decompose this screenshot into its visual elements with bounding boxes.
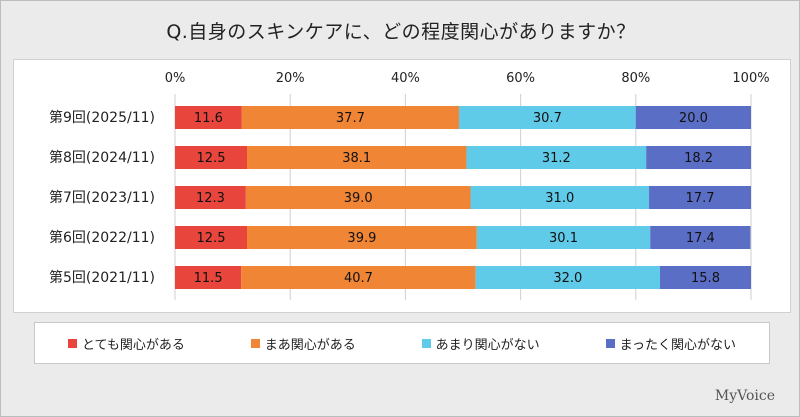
- legend-swatch: [605, 338, 615, 348]
- chart-title: Q.自身のスキンケアに、どの程度関心がありますか？: [166, 21, 636, 43]
- legend-item-somewhat-interested: まあ関心がある: [250, 334, 356, 353]
- data-label: 30.7: [533, 111, 562, 126]
- data-label: 12.3: [196, 191, 225, 206]
- legend-swatch: [421, 338, 431, 348]
- x-tick-label: 80%: [621, 71, 650, 86]
- legend-label: とても関心がある: [81, 337, 185, 353]
- bar-segment: [247, 146, 467, 169]
- x-tick-label: 60%: [506, 71, 535, 86]
- x-tick-label: 40%: [391, 71, 420, 86]
- bar-segment: [649, 186, 751, 209]
- data-label: 31.0: [545, 191, 574, 206]
- data-label: 11.5: [194, 271, 223, 286]
- bar-segment: [175, 226, 247, 249]
- x-tick-label: 100%: [732, 71, 769, 86]
- data-label: 40.7: [344, 271, 373, 286]
- legend-label: まあ関心がある: [264, 337, 356, 353]
- x-tick-label: 20%: [276, 71, 305, 86]
- data-label: 17.7: [686, 191, 715, 206]
- legend-label: まったく関心がない: [619, 337, 737, 353]
- data-label: 31.2: [542, 151, 571, 166]
- bar-segment: [476, 226, 651, 249]
- data-label: 17.4: [686, 231, 715, 246]
- bar-segment: [175, 146, 247, 169]
- data-label: 37.7: [336, 111, 365, 126]
- legend-item-not-very-interested: あまり関心がない: [421, 334, 540, 353]
- legend-item-not-interested-at-all: まったく関心がない: [605, 334, 737, 353]
- bar-segment: [245, 186, 471, 209]
- bar-segment: [175, 186, 246, 209]
- bar-segment: [241, 106, 459, 129]
- category-label: 第8回(2024/11): [49, 149, 155, 166]
- plot-area: 0% 20% 40% 60% 80% 100% 第9回(2025/11) 11.6 37.7 30…: [13, 59, 791, 313]
- category-label: 第6回(2022/11): [49, 229, 155, 246]
- legend: とても関心がある まあ関心がある あまり関心がない まったく関心がない: [34, 322, 770, 364]
- data-label: 12.5: [197, 231, 226, 246]
- bar-segment: [241, 266, 476, 289]
- data-label: 12.5: [197, 151, 226, 166]
- bar-segment: [635, 106, 751, 129]
- bar-segment: [475, 266, 660, 289]
- data-label: 11.6: [194, 111, 223, 126]
- myvoice-logo: MyVoice: [714, 388, 775, 404]
- data-label: 20.0: [679, 111, 708, 126]
- bar-segment: [247, 226, 477, 249]
- data-label: 38.1: [342, 151, 371, 166]
- category-label: 第7回(2023/11): [49, 189, 155, 206]
- data-label: 39.9: [347, 231, 376, 246]
- data-label: 30.1: [549, 231, 578, 246]
- bar-segment: [470, 186, 650, 209]
- data-label: 39.0: [344, 191, 373, 206]
- bar-segment: [175, 266, 242, 289]
- legend-item-very-interested: とても関心がある: [67, 334, 185, 353]
- bar-segment: [650, 226, 751, 249]
- bar-segment: [646, 146, 751, 169]
- bar-segment: [175, 106, 242, 129]
- stacked-bar-chart: 0% 20% 40% 60% 80% 100% 第9回(2025/11) 11.6 37.7 30…: [49, 71, 770, 300]
- category-label: 第9回(2025/11): [49, 109, 155, 126]
- data-label: 15.8: [691, 271, 720, 286]
- legend-swatch: [67, 338, 77, 348]
- data-label: 32.0: [553, 271, 582, 286]
- legend-swatch: [250, 338, 260, 348]
- bar-segment: [659, 266, 751, 289]
- x-tick-label: 0%: [165, 71, 186, 86]
- bar-segment: [458, 106, 636, 129]
- bar-segment: [466, 146, 647, 169]
- legend-label: あまり関心がない: [435, 337, 540, 353]
- data-label: 18.2: [684, 151, 713, 166]
- category-label: 第5回(2021/11): [49, 269, 155, 286]
